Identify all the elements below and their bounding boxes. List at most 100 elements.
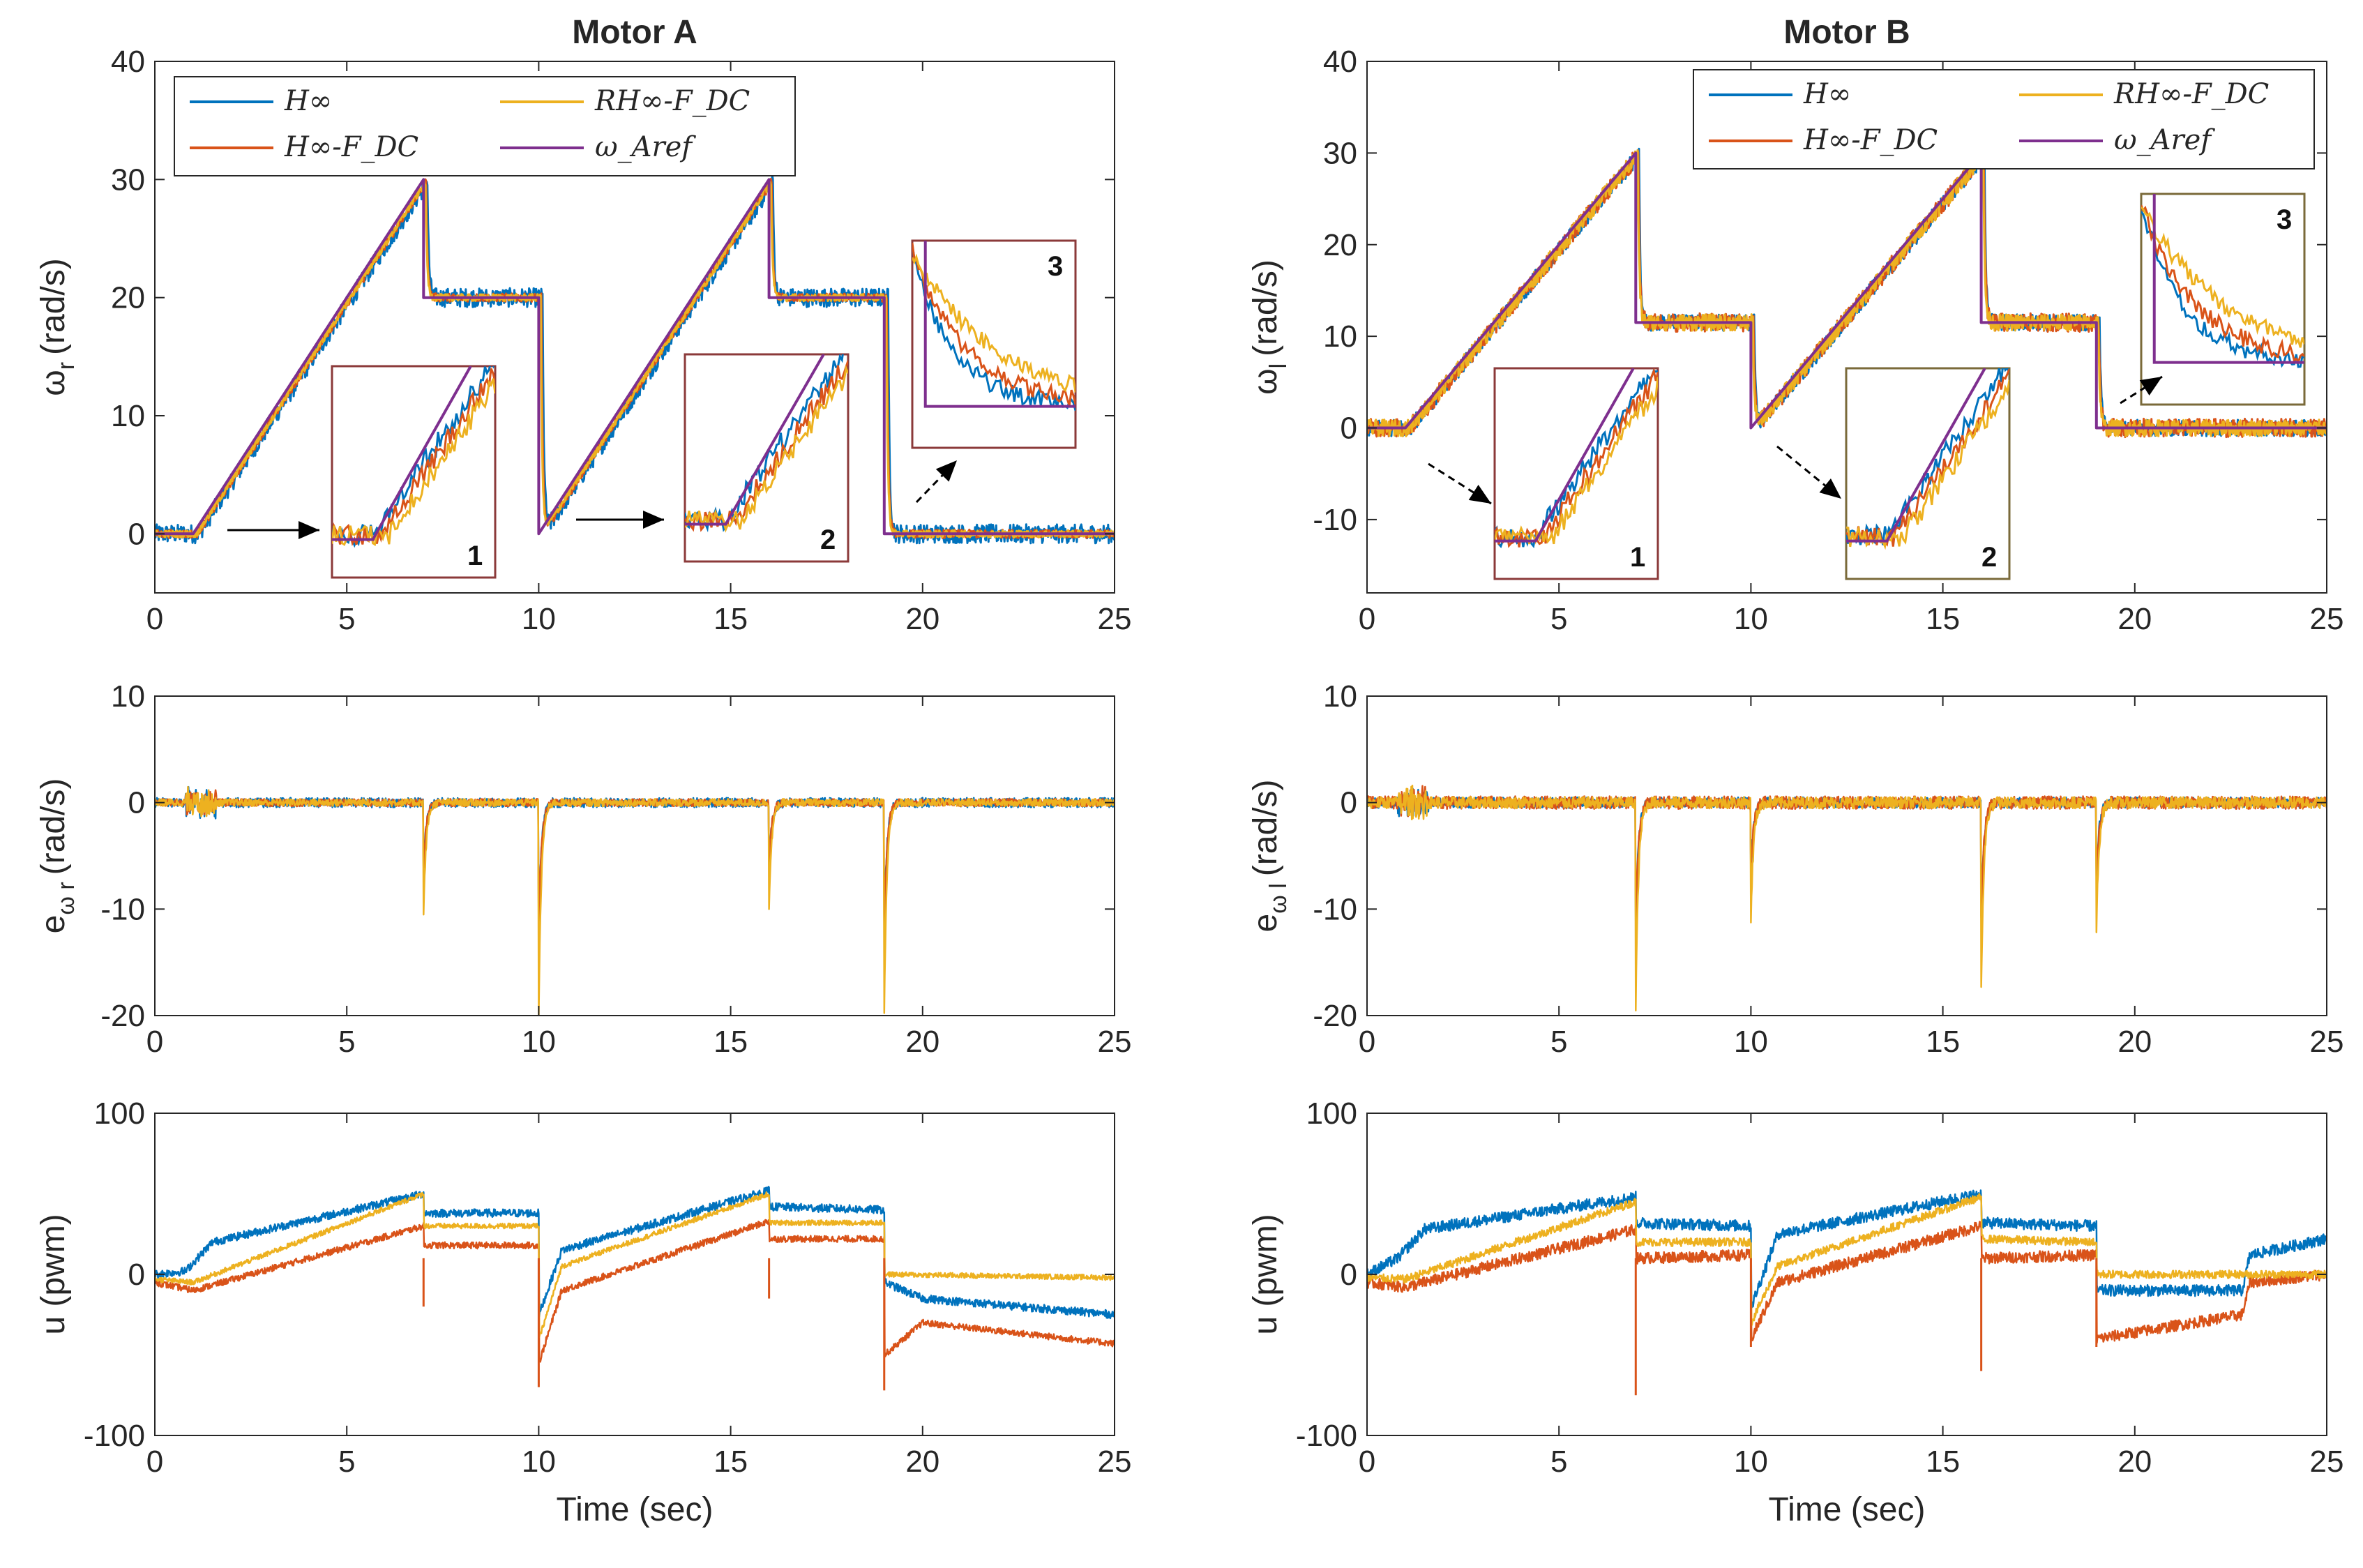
inset-trace [2141,206,2304,348]
y-tick-label: 100 [1306,1096,1357,1131]
legend: H∞ H∞-F_DC RH∞-F_DC ω_Aref [174,76,796,176]
y-tick-label: 0 [128,517,145,551]
error-line-2 [1367,784,2327,1012]
x-tick-label: 5 [338,1445,355,1479]
reference-line [155,178,1115,536]
y-axis-label: eω r (rad/s) [35,778,80,934]
zoom-arrow-head [1468,484,1491,504]
y-tick-label: -100 [84,1419,145,1453]
zoom-arrow-head [643,511,664,529]
inset-trace [332,368,495,546]
y-label-sub: r [53,362,80,370]
zoom-number: 2 [1981,542,1997,573]
control-line-2 [1367,1193,2327,1326]
x-tick-label: 25 [1098,602,1132,636]
zoom-box [2140,193,2306,406]
legend: H∞ H∞-F_DC RH∞-F_DC ω_Aref [1693,69,2315,169]
y-tick-label: -10 [1313,503,1357,537]
axes-frame [1366,695,2327,1016]
legend-entry: RH∞-F_DC [594,85,750,117]
zoom-arrow [1776,445,1842,500]
x-tick-label: 15 [714,1445,748,1479]
zoom-number: 1 [1630,542,1645,573]
error-line-1 [1367,785,2327,926]
inset-reference [2152,194,2304,364]
zoom-inset-3: 3 [911,239,1077,504]
y-tick-label: 10 [1323,319,1357,354]
y-tick-label: 0 [128,1258,145,1292]
zoom-number: 3 [2277,204,2292,235]
inset-reference [923,241,1075,408]
zoom-inset-3: 3 [2120,193,2306,406]
y-tick-label: -100 [1296,1419,1357,1453]
chart-title: Motor A [572,14,697,51]
y-label-sub: ω l [1265,883,1292,914]
x-tick-label: 20 [905,1025,939,1059]
x-tick-label: 10 [522,602,556,636]
y-tick-label: -20 [100,999,145,1033]
y-axis-label: ωl (rad/s) [1247,259,1292,395]
legend-entry: ω_Aref [2114,124,2215,156]
x-tick-label: 25 [2310,602,2344,636]
x-axis-label: Time (sec) [1769,1491,1926,1528]
axes-B-error: 0 5 10 15 20 25 -20 -10 0 10 eω l (rad/s) [1247,679,2343,1059]
zoom-inset-2: 2 [576,353,850,563]
x-tick-label: 5 [1550,1025,1567,1059]
reference-line [1367,151,2327,430]
y-tick-label: 20 [111,281,145,315]
x-tick-label: 25 [1098,1445,1132,1479]
y-label-unit: (rad/s) [1247,780,1284,877]
y-label-main: e [1247,914,1284,933]
legend-entry: H∞ [1803,78,1851,110]
y-tick-label: 100 [94,1096,145,1131]
x-tick-label: 5 [1550,602,1567,636]
y-label-main: e [35,915,72,934]
x-tick-label: 15 [1926,1025,1960,1059]
y-tick-label: 40 [111,45,145,79]
y-label-main: u (pwm) [35,1214,72,1334]
y-label-sub: l [1265,363,1292,369]
y-tick-label: 20 [1323,228,1357,262]
axes-frame [154,695,1115,1016]
y-axis-label: u (pwm) [1247,1214,1284,1334]
series-line-2 [155,180,1115,538]
inset-trace [685,364,848,533]
axes-frame [154,61,1115,594]
axes-A-speed: 0 5 10 15 20 25 0 10 20 30 40 ωr (rad/s) Motor A H∞ H∞-… [35,14,1131,636]
control-line-1 [1367,1221,2327,1344]
zoom-arrow-head [299,521,319,539]
x-tick-label: 20 [905,1445,939,1479]
x-tick-label: 10 [522,1445,556,1479]
legend-entry: H∞ [284,85,332,117]
x-tick-label: 15 [1926,1445,1960,1479]
x-tick-label: 20 [2117,1445,2152,1479]
y-axis-label: u (pwm) [35,1214,72,1334]
y-label-sub: ω r [53,882,80,914]
y-label-main: u (pwm) [1247,1214,1284,1334]
x-tick-label: 20 [2117,1025,2152,1059]
y-label-main: ω [35,370,72,395]
zoom-inset-1: 1 [1428,367,1659,580]
zoom-arrow-head [1819,478,1841,499]
x-axis-label: Time (sec) [557,1491,714,1528]
x-tick-label: 25 [1098,1025,1132,1059]
y-tick-label: 40 [1323,45,1357,79]
y-tick-label: -10 [100,892,145,926]
y-tick-label: 0 [1341,412,1357,446]
y-axis-label: ωr (rad/s) [35,258,80,396]
x-tick-label: 15 [1926,602,1960,636]
zoom-box [911,239,1077,449]
x-tick-label: 5 [1550,1445,1567,1479]
control-line-0 [1367,1189,2327,1309]
x-tick-label: 20 [2117,602,2152,636]
y-tick-label: 10 [111,679,145,714]
x-tick-label: 5 [338,602,355,636]
inset-reference [332,366,472,541]
series-line-2 [1367,149,2327,437]
chart-title: Motor B [1783,14,1910,51]
legend-entry: ω_Aref [595,131,696,163]
inset-reference [1495,368,1635,543]
x-tick-label: 0 [146,602,163,636]
x-tick-label: 5 [338,1025,355,1059]
y-axis-label: eω l (rad/s) [1247,780,1292,933]
